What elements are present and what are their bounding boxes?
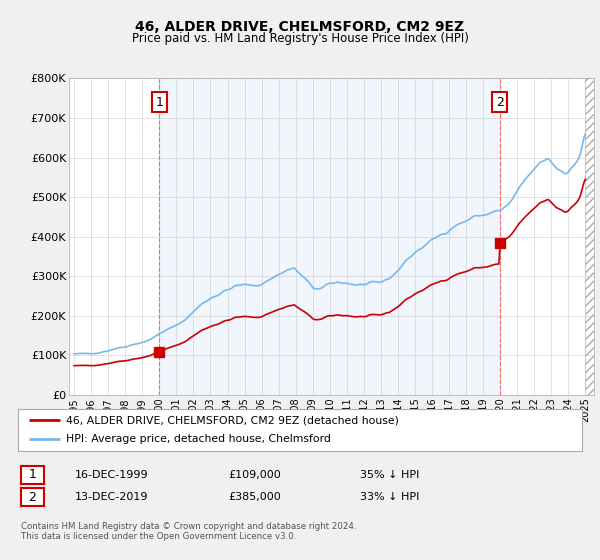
Text: 1: 1: [28, 468, 37, 482]
Text: 2: 2: [496, 96, 503, 109]
Text: 33% ↓ HPI: 33% ↓ HPI: [360, 492, 419, 502]
Text: 46, ALDER DRIVE, CHELMSFORD, CM2 9EZ (detached house): 46, ALDER DRIVE, CHELMSFORD, CM2 9EZ (de…: [66, 415, 399, 425]
Text: 35% ↓ HPI: 35% ↓ HPI: [360, 470, 419, 480]
Bar: [586, 78, 594, 395]
Text: 2: 2: [28, 491, 37, 504]
Text: Contains HM Land Registry data © Crown copyright and database right 2024.
This d: Contains HM Land Registry data © Crown c…: [21, 522, 356, 542]
Text: 13-DEC-2019: 13-DEC-2019: [75, 492, 149, 502]
Text: HPI: Average price, detached house, Chelmsford: HPI: Average price, detached house, Chel…: [66, 435, 331, 445]
Text: £385,000: £385,000: [228, 492, 281, 502]
Text: 1: 1: [155, 96, 163, 109]
Text: £109,000: £109,000: [228, 470, 281, 480]
Text: 16-DEC-1999: 16-DEC-1999: [75, 470, 149, 480]
Text: Price paid vs. HM Land Registry's House Price Index (HPI): Price paid vs. HM Land Registry's House …: [131, 32, 469, 45]
Text: 46, ALDER DRIVE, CHELMSFORD, CM2 9EZ: 46, ALDER DRIVE, CHELMSFORD, CM2 9EZ: [136, 20, 464, 34]
Bar: [158, 78, 500, 395]
